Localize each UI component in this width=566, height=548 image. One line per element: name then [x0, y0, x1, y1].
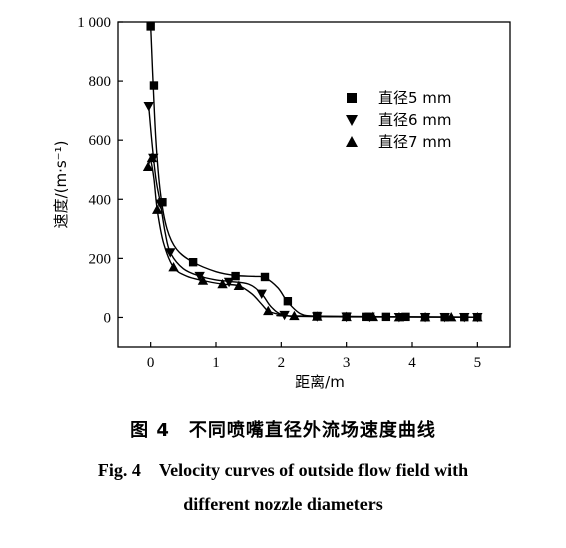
series-markers	[142, 22, 483, 323]
data-point	[381, 312, 391, 322]
x-tick-label: 4	[408, 355, 416, 371]
data-point	[289, 310, 300, 321]
data-point	[312, 311, 323, 321]
data-point	[459, 312, 470, 323]
data-point	[197, 275, 209, 285]
data-point	[439, 312, 450, 323]
data-point	[231, 271, 240, 281]
figure-caption-chinese: 图 4 不同喷嘴直径外流场速度曲线	[130, 420, 436, 441]
data-point	[472, 311, 483, 322]
legend: 直径5 mm 直径6 mm 直径7 mm	[346, 89, 452, 151]
data-point	[146, 22, 155, 31]
y-tick-label: 400	[89, 192, 112, 208]
x-axis-label: 距离/m	[295, 373, 345, 391]
x-tick-label: 3	[343, 355, 351, 371]
data-point	[149, 81, 159, 90]
data-point	[260, 272, 270, 282]
data-point	[168, 262, 179, 272]
data-point	[143, 102, 154, 112]
axes: 0 1 2 3 4 5 0 200 400 600 800 1 000 距离/m 速度/(m·s⁻¹)	[52, 15, 511, 391]
x-tick-label: 5	[474, 355, 482, 371]
y-tick-label: 600	[89, 133, 112, 149]
data-point	[165, 248, 176, 258]
data-point	[393, 311, 405, 322]
data-point	[256, 289, 267, 300]
data-point	[152, 204, 163, 214]
data-point	[263, 305, 274, 316]
y-tick-label: 200	[89, 251, 112, 267]
y-tick-label: 800	[89, 74, 112, 90]
data-point	[233, 280, 245, 291]
data-point	[146, 152, 158, 163]
plot-frame	[117, 21, 511, 348]
legend-label: 直径6 mm	[378, 111, 452, 129]
data-point	[279, 310, 290, 321]
data-point	[142, 161, 154, 171]
legend-label: 直径5 mm	[378, 89, 452, 107]
series-line	[147, 159, 478, 318]
data-point	[283, 297, 293, 306]
data-point	[194, 271, 205, 282]
x-tick-label: 0	[147, 355, 155, 371]
data-point	[367, 311, 378, 322]
x-tick-label: 2	[278, 355, 286, 371]
data-point	[223, 277, 235, 288]
velocity-chart: 0 1 2 3 4 5 0 200 400 600 800 1 000 距离/m 速度/(m·s⁻¹) 直…	[52, 15, 511, 391]
legend-label: 直径7 mm	[378, 133, 452, 151]
legend-marker	[347, 93, 357, 103]
y-axis-label: 速度/(m·s⁻¹)	[52, 141, 70, 229]
legend-marker	[346, 136, 358, 147]
figure-caption-english-line1: Fig. 4 Velocity curves of outside flow f…	[97, 460, 469, 480]
x-tick-label: 1	[212, 355, 220, 371]
y-tick-label: 1 000	[77, 15, 111, 31]
y-tick-label: 0	[104, 310, 112, 326]
data-point	[419, 311, 431, 322]
data-point	[362, 312, 371, 322]
data-point	[188, 258, 198, 267]
legend-marker	[346, 115, 358, 126]
data-point	[217, 278, 228, 289]
data-point	[155, 199, 166, 209]
figure-caption-english-line2: different nozzle diameters	[183, 494, 383, 514]
data-point	[341, 311, 352, 322]
data-point	[401, 312, 410, 322]
data-point	[446, 311, 457, 322]
